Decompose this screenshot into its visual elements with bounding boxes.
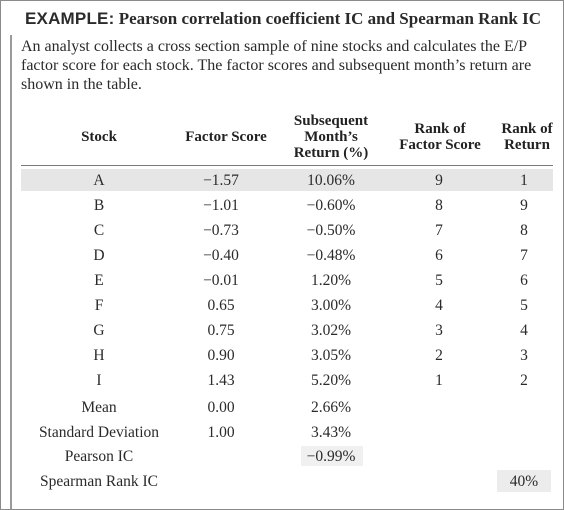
cell-stock: E	[94, 272, 104, 289]
cell-rank-return: 9	[520, 197, 528, 214]
header-rank-factor-line1: Rank of	[414, 121, 466, 137]
std-factor-score: 1.00	[207, 424, 235, 441]
header-return-line3: Return (%)	[293, 145, 369, 161]
header-rank-factor-line2: Factor Score	[399, 137, 481, 153]
header-return-line2: Month’s	[304, 129, 358, 145]
header-stock: Stock	[81, 129, 117, 145]
header-rule	[21, 165, 553, 166]
cell-stock: A	[93, 172, 105, 189]
std-label: Standard Deviation	[38, 424, 160, 441]
row-highlight	[21, 169, 553, 191]
spearman-highlight	[497, 470, 551, 492]
cell-return: 10.06%	[307, 172, 355, 189]
header-return: Subsequent Month’s Return (%)	[279, 113, 383, 161]
cell-return: 1.20%	[310, 272, 352, 289]
cell-rank-factor: 2	[435, 347, 443, 364]
cell-factor-score: −0.01	[203, 272, 239, 289]
header-rank-return-line2: Return	[504, 137, 550, 153]
cell-factor-score: 0.65	[207, 297, 235, 314]
pearson-label: Pearson IC	[64, 448, 134, 465]
example-title-text: Pearson correlation coefficient IC and S…	[118, 9, 541, 28]
cell-rank-return: 4	[520, 322, 528, 339]
cell-return: −0.50%	[306, 222, 356, 239]
cell-stock: F	[94, 297, 104, 314]
cell-rank-factor: 1	[435, 372, 443, 389]
cell-rank-factor: 6	[435, 247, 443, 264]
pearson-highlight	[301, 446, 363, 466]
cell-rank-return: 8	[520, 222, 528, 239]
cell-return: 5.20%	[310, 372, 352, 389]
cell-rank-factor: 9	[435, 172, 443, 189]
cell-stock: I	[96, 372, 102, 389]
std-return: 3.43%	[310, 424, 352, 441]
cell-return: 3.00%	[310, 297, 352, 314]
mean-factor-score: 0.00	[207, 399, 235, 416]
cell-rank-factor: 5	[435, 272, 443, 289]
cell-rank-return: 2	[520, 372, 528, 389]
cell-factor-score: −1.57	[203, 172, 239, 189]
cell-stock: H	[93, 347, 105, 364]
cell-rank-return: 1	[520, 172, 528, 189]
cell-return: 3.02%	[310, 322, 352, 339]
mean-return: 2.66%	[310, 399, 352, 416]
header-factor-score: Factor Score	[185, 129, 267, 145]
left-margin-bar	[10, 35, 12, 509]
mean-label: Mean	[81, 399, 117, 416]
header-rank-return-line1: Rank of	[501, 121, 553, 137]
spearman-label: Spearman Rank IC	[40, 473, 158, 490]
cell-rank-return: 6	[520, 272, 528, 289]
cell-stock: B	[93, 197, 105, 214]
cell-factor-score: −0.40	[203, 247, 239, 264]
cell-factor-score: −0.73	[203, 222, 239, 239]
cell-factor-score: 0.75	[207, 322, 235, 339]
example-title: EXAMPLE: Pearson correlation coefficient…	[25, 9, 541, 29]
header-rank-return: Rank of Return	[491, 121, 563, 153]
cell-rank-factor: 7	[435, 222, 443, 239]
cell-rank-return: 5	[520, 297, 528, 314]
intro-paragraph: An analyst collects a cross section samp…	[21, 38, 532, 93]
header-rank-factor: Rank of Factor Score	[389, 121, 491, 153]
spearman-value: 40%	[509, 473, 539, 490]
example-prefix: EXAMPLE:	[25, 9, 115, 28]
pearson-value: −0.99%	[306, 448, 356, 465]
cell-return: 3.05%	[310, 347, 352, 364]
cell-rank-return: 7	[520, 247, 528, 264]
cell-stock: D	[93, 247, 105, 264]
cell-factor-score: 0.90	[207, 347, 235, 364]
cell-return: −0.60%	[306, 197, 356, 214]
cell-stock: G	[93, 322, 105, 339]
cell-rank-factor: 3	[435, 322, 443, 339]
cell-factor-score: −1.01	[203, 197, 239, 214]
cell-factor-score: 1.43	[207, 372, 235, 389]
header-return-line1: Subsequent	[293, 113, 369, 129]
cell-rank-return: 3	[520, 347, 528, 364]
cell-return: −0.48%	[306, 247, 356, 264]
cell-rank-factor: 8	[435, 197, 443, 214]
cell-stock: C	[93, 222, 105, 239]
cell-rank-factor: 4	[435, 297, 443, 314]
